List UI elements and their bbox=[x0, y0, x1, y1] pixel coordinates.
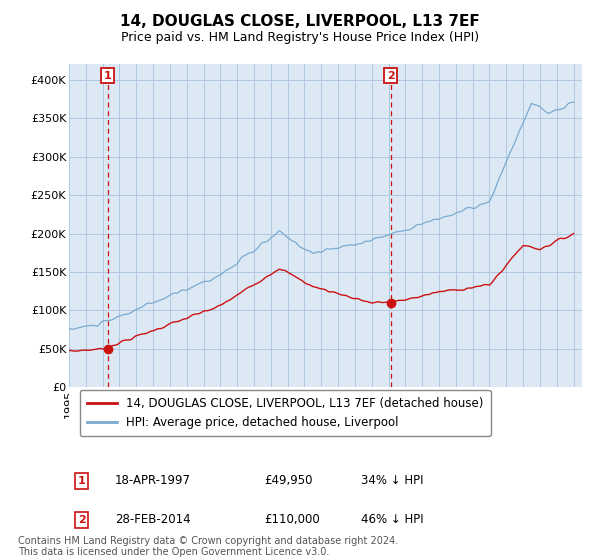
Text: Price paid vs. HM Land Registry's House Price Index (HPI): Price paid vs. HM Land Registry's House … bbox=[121, 31, 479, 44]
Text: 14, DOUGLAS CLOSE, LIVERPOOL, L13 7EF: 14, DOUGLAS CLOSE, LIVERPOOL, L13 7EF bbox=[120, 14, 480, 29]
Text: 2: 2 bbox=[78, 515, 86, 525]
Text: 34% ↓ HPI: 34% ↓ HPI bbox=[361, 474, 424, 488]
Text: £49,950: £49,950 bbox=[264, 474, 313, 488]
Text: £110,000: £110,000 bbox=[264, 513, 320, 526]
Text: 28-FEB-2014: 28-FEB-2014 bbox=[115, 513, 191, 526]
Text: 1: 1 bbox=[78, 476, 86, 486]
Text: 46% ↓ HPI: 46% ↓ HPI bbox=[361, 513, 424, 526]
Text: 18-APR-1997: 18-APR-1997 bbox=[115, 474, 191, 488]
Legend: 14, DOUGLAS CLOSE, LIVERPOOL, L13 7EF (detached house), HPI: Average price, deta: 14, DOUGLAS CLOSE, LIVERPOOL, L13 7EF (d… bbox=[80, 390, 491, 436]
Text: 2: 2 bbox=[387, 71, 394, 81]
Text: 1: 1 bbox=[104, 71, 112, 81]
Text: Contains HM Land Registry data © Crown copyright and database right 2024.
This d: Contains HM Land Registry data © Crown c… bbox=[18, 535, 398, 557]
